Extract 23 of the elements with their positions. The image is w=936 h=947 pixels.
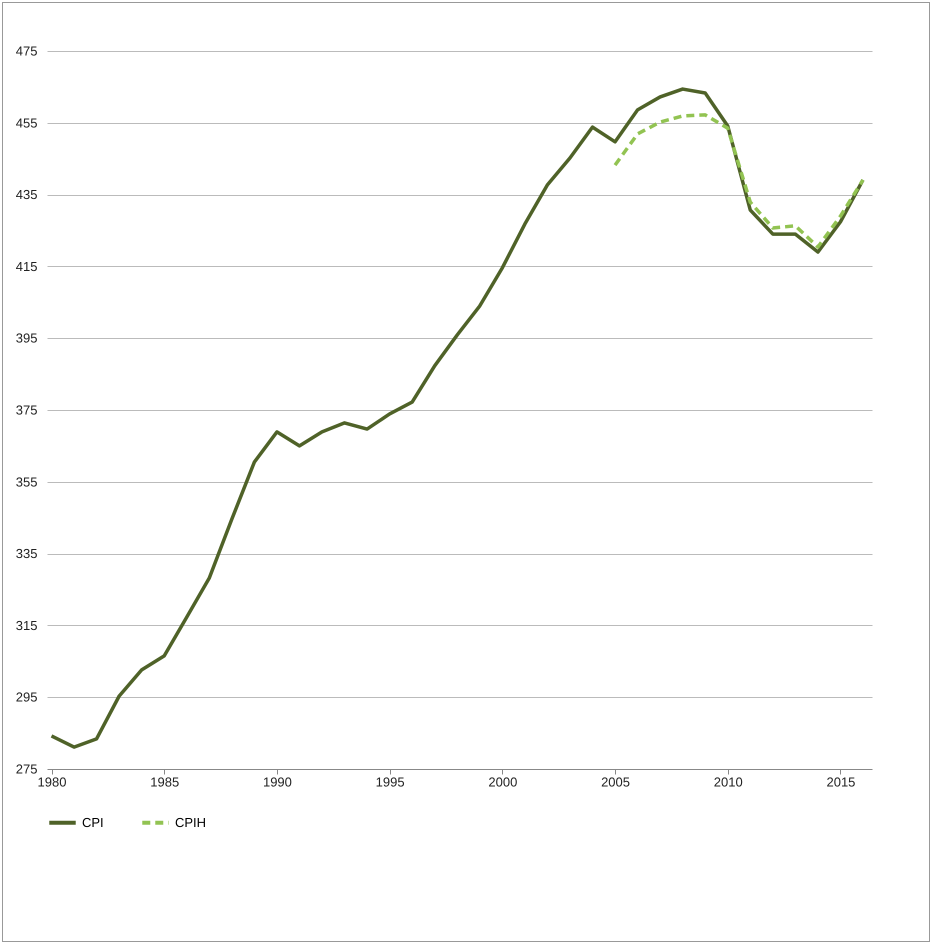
x-tick-label: 2015 <box>826 774 856 790</box>
x-tick-label: 1985 <box>150 774 180 790</box>
y-tick-label: 375 <box>16 402 38 418</box>
line-series <box>50 87 865 749</box>
x-tick-label: 1990 <box>262 774 292 790</box>
x-tick-label: 2010 <box>714 774 743 790</box>
y-tick-label: 295 <box>16 690 38 705</box>
y-tick-label: 415 <box>16 258 38 274</box>
x-tick-label: 1980 <box>38 774 66 790</box>
y-tick-label: 355 <box>16 474 38 490</box>
x-tick-label: 2005 <box>601 774 630 790</box>
y-tick-label: 395 <box>16 330 38 346</box>
line-series <box>613 113 865 249</box>
x-tick-label: 2000 <box>488 774 518 790</box>
y-tick-label: 475 <box>16 44 38 58</box>
x-tick-label: 1995 <box>376 774 405 790</box>
legend-label: CPI <box>82 814 104 830</box>
legend-label: CPIH <box>175 814 206 830</box>
y-tick-label: 435 <box>16 187 38 202</box>
y-tick-label: 275 <box>16 762 38 776</box>
y-tick-label: 315 <box>16 618 38 633</box>
y-tick-label: 455 <box>16 115 38 130</box>
y-tick-label: 335 <box>16 546 38 562</box>
